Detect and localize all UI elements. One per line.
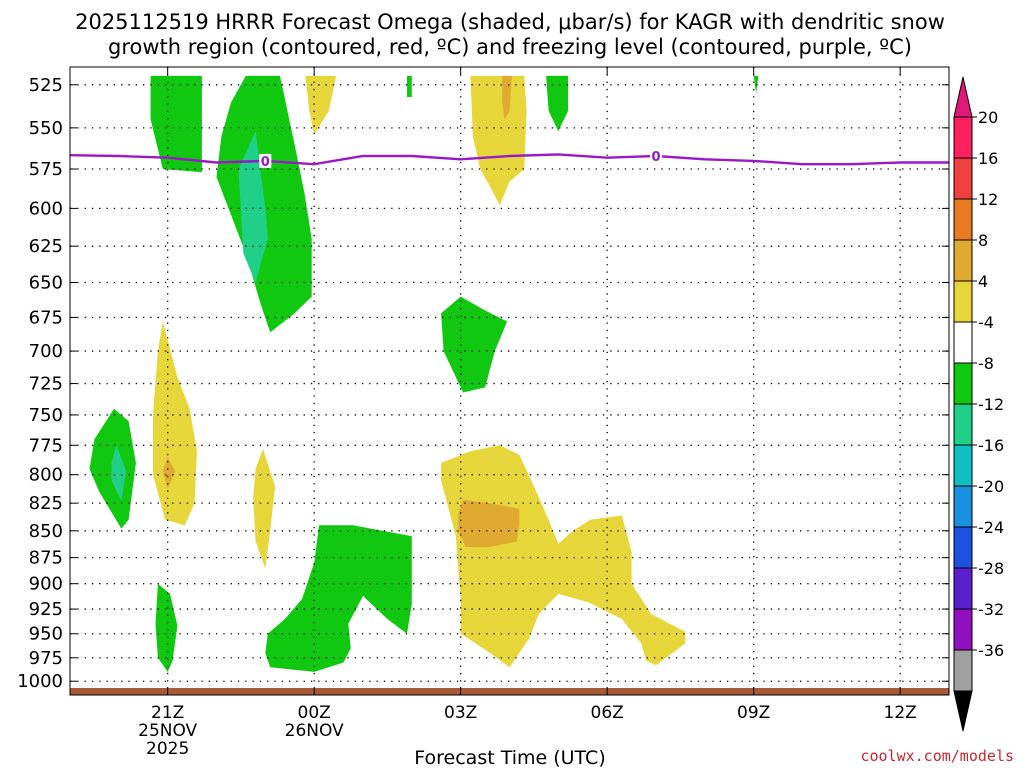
colorbar-swatch [953, 444, 973, 487]
colorbar-label: -4 [978, 313, 994, 332]
colorbar-label: 8 [978, 231, 988, 250]
colorbar-label: -20 [978, 477, 1004, 496]
chart-title-line1: 2025112519 HRRR Forecast Omega (shaded, … [75, 10, 945, 34]
freezing-level-label: 0 [651, 150, 660, 165]
omega-region [458, 499, 520, 547]
colorbar-swatch [953, 608, 973, 651]
colorbar-swatch [953, 116, 973, 159]
y-tick-label: 525 [29, 75, 63, 96]
omega-region [155, 583, 178, 672]
x-tick-label: 00Z [298, 703, 331, 723]
y-tick-label: 700 [29, 341, 63, 362]
colorbar-bottom-arrow [953, 690, 973, 732]
omega-region [305, 75, 337, 135]
x-tick-label: 09Z [737, 703, 770, 723]
colorbar-label: -28 [978, 559, 1004, 578]
colorbar-label: -24 [978, 518, 1004, 537]
freezing-label-bg [650, 149, 662, 164]
omega-region [441, 445, 686, 668]
colorbar-top-arrow [953, 76, 973, 118]
omega-region [470, 75, 527, 206]
freezing-level-label: 0 [261, 155, 270, 170]
y-tick-label: 600 [29, 198, 63, 219]
colorbar-swatch [953, 567, 973, 610]
colorbar-swatch [953, 362, 973, 405]
colorbar-label: 12 [978, 190, 998, 209]
x-tick-label: 12Z [884, 703, 917, 723]
y-tick-label: 575 [29, 159, 63, 180]
colorbar-label: 4 [978, 272, 988, 291]
y-tick-label: 750 [29, 405, 63, 426]
omega-region [253, 448, 276, 569]
credit-text[interactable]: coolwx.com/models [860, 747, 1014, 765]
colorbar-swatch [953, 239, 973, 282]
colorbar-label: 20 [978, 108, 998, 127]
x-tick-label: 21Z [151, 703, 184, 723]
y-tick-label: 950 [29, 624, 63, 645]
colorbar-swatch [953, 485, 973, 528]
y-tick-label: 925 [29, 599, 63, 620]
colorbar-swatch [953, 198, 973, 241]
x-tick-label: 06Z [591, 703, 624, 723]
y-tick-label: 725 [29, 374, 63, 395]
omega-region [162, 457, 175, 489]
colorbar-swatch [953, 280, 973, 323]
x-axis-label: Forecast Time (UTC) [414, 747, 605, 768]
omega-region [502, 75, 512, 120]
y-tick-label: 875 [29, 548, 63, 569]
x-tick-label: 03Z [444, 703, 477, 723]
freezing-label-bg [259, 153, 272, 168]
y-tick-label: 800 [29, 465, 63, 486]
y-tick-label: 550 [29, 118, 63, 139]
x-tick-label: 26NOV [285, 721, 344, 741]
colorbar-label: -16 [978, 436, 1004, 455]
colorbar-label: -36 [978, 641, 1004, 660]
freezing-level-line [69, 153, 949, 166]
plot-frame [69, 66, 950, 696]
y-tick-label: 775 [29, 435, 63, 456]
omega-region [111, 445, 127, 501]
omega-region [546, 75, 569, 132]
colorbar-swatch [953, 321, 973, 364]
colorbar-label: -32 [978, 600, 1004, 619]
x-tick-label: 25NOV [138, 721, 197, 741]
x-tick-label: 2025 [146, 739, 189, 759]
omega-region [265, 525, 412, 672]
colorbar-swatch [953, 157, 973, 200]
colorbar-label: -12 [978, 395, 1004, 414]
y-tick-label: 1000 [17, 671, 63, 692]
y-tick-label: 850 [29, 521, 63, 542]
y-tick-label: 675 [29, 307, 63, 328]
omega-shading [89, 75, 759, 672]
omega-region [407, 75, 412, 98]
colorbar-label: -8 [978, 354, 994, 373]
colorbar-swatch [953, 649, 973, 692]
omega-region [753, 75, 759, 94]
chart-title-line2: growth region (contoured, red, ºC) and f… [108, 35, 912, 59]
omega-region [441, 296, 508, 393]
ground-band [70, 688, 949, 695]
colorbar-label: 16 [978, 149, 998, 168]
omega-region [153, 321, 197, 526]
omega-region [150, 75, 202, 173]
y-axis-ticks: 525 550 575 600 625 650 675 700 725 750 775 800 825 8… [17, 75, 949, 692]
colorbar: 20 16 12 8 4 -4 -8 -12 -16 -20 -24 -28 -32 -36 [953, 76, 1004, 732]
grid-lines [70, 67, 949, 695]
y-tick-label: 975 [29, 648, 63, 669]
y-tick-label: 900 [29, 574, 63, 595]
ground-layer [70, 688, 949, 695]
y-tick-label: 825 [29, 493, 63, 514]
colorbar-swatch [953, 403, 973, 446]
y-tick-label: 625 [29, 236, 63, 257]
y-tick-label: 650 [29, 272, 63, 293]
colorbar-swatch [953, 526, 973, 569]
